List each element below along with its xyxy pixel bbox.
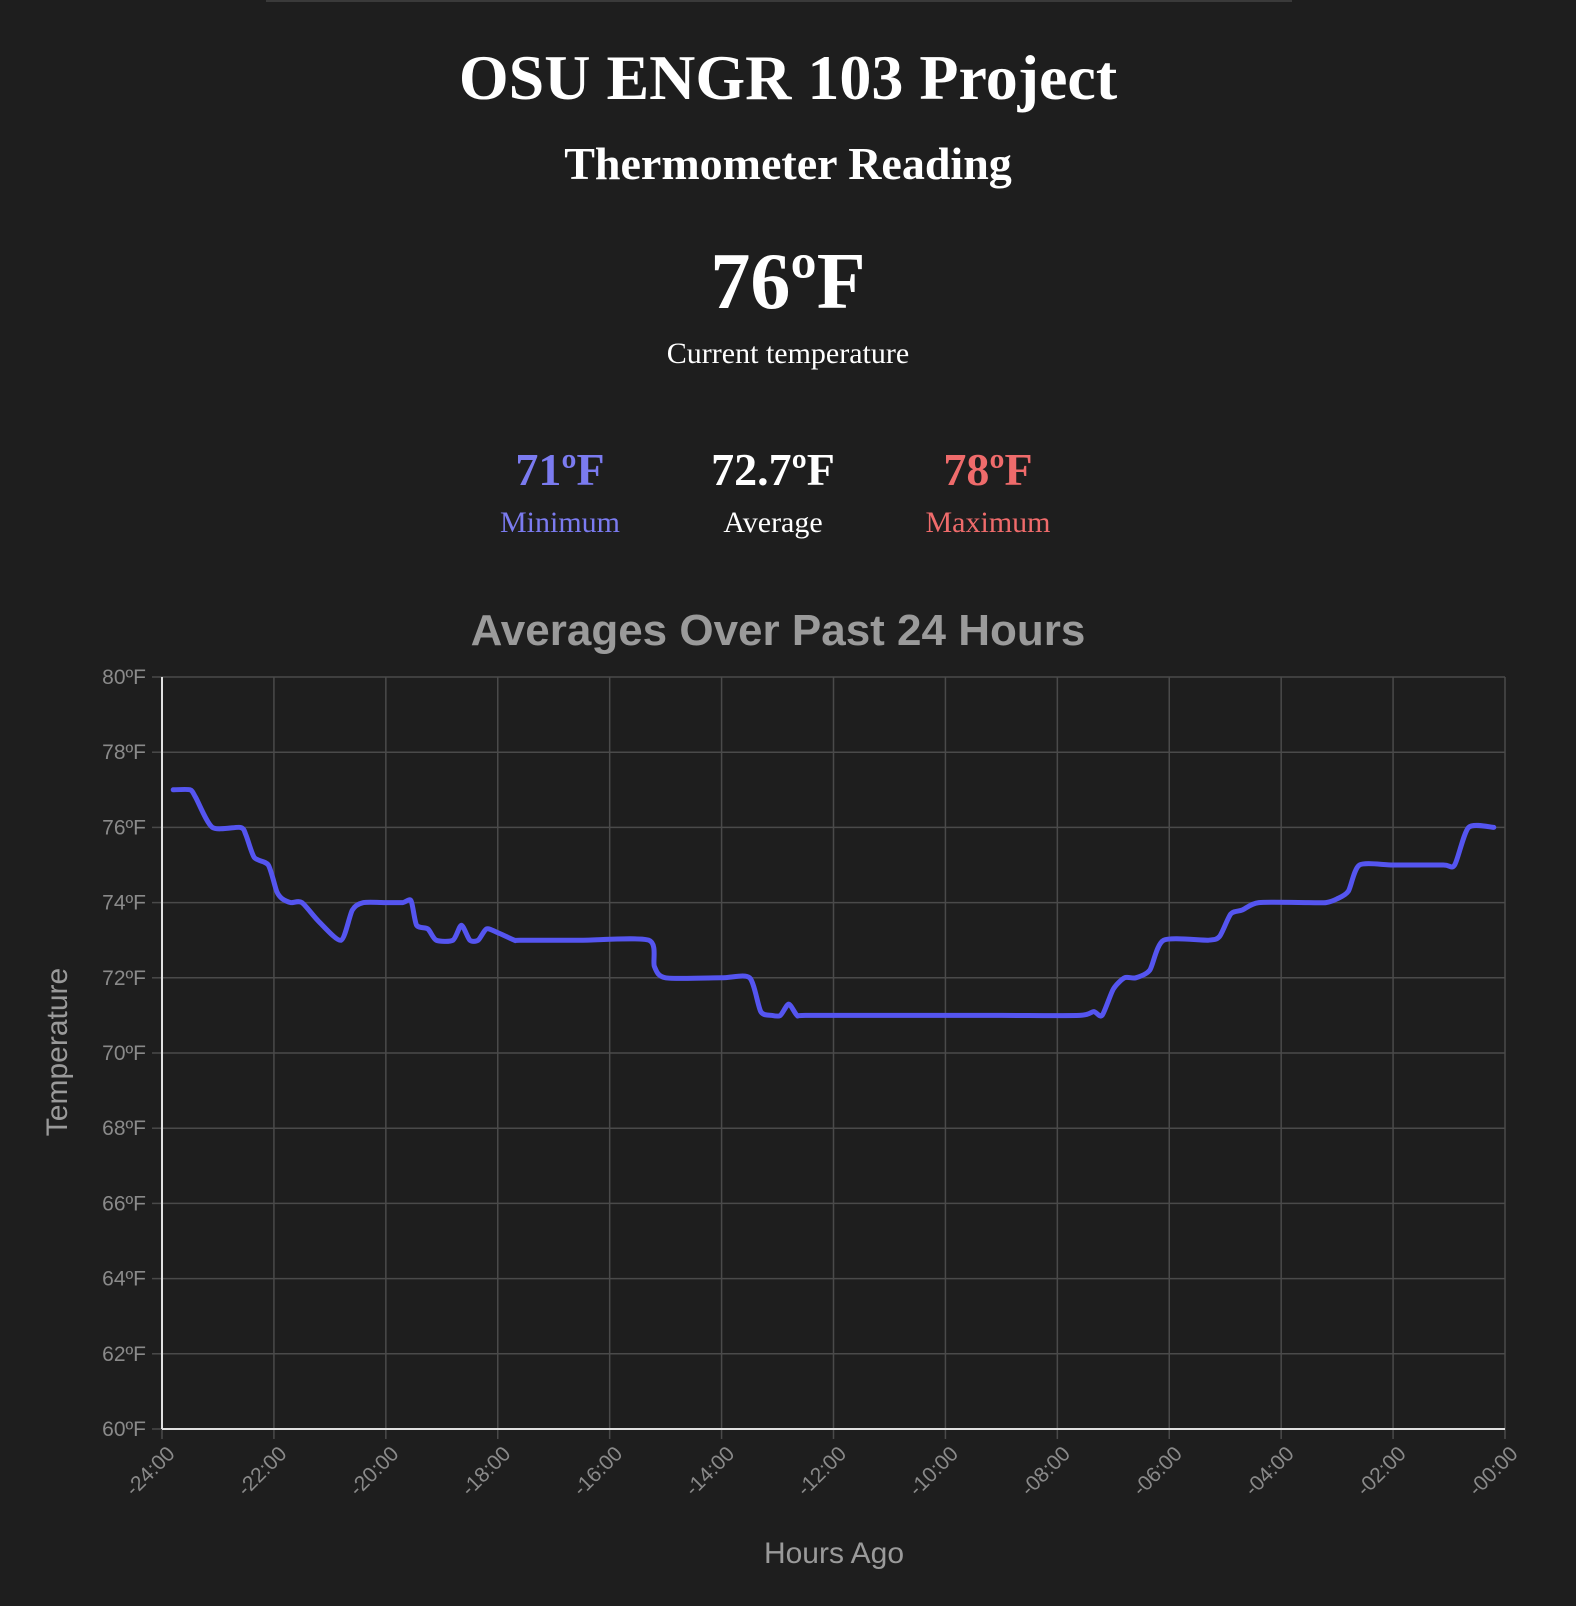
- stat-average: 72.7ºF Average: [643, 440, 903, 546]
- stat-minimum: 71ºF Minimum: [430, 440, 690, 546]
- y-tick-label: 60ºF: [102, 1418, 146, 1441]
- x-axis-title: Hours Ago: [764, 1537, 904, 1570]
- y-tick-label: 74ºF: [102, 892, 146, 915]
- x-tick-label: -10:00: [905, 1442, 963, 1500]
- average-label: Average: [723, 506, 823, 539]
- maximum-value: 78ºF: [943, 444, 1033, 495]
- x-tick-label: -18:00: [457, 1442, 515, 1500]
- x-tick-label: -02:00: [1352, 1442, 1410, 1500]
- current-temperature-value: 76ºF: [710, 238, 866, 326]
- x-tick-label: -06:00: [1128, 1442, 1186, 1500]
- page-title: OSU ENGR 103 Project: [458, 42, 1118, 113]
- x-tick-label: -14:00: [681, 1442, 739, 1500]
- y-tick-label: 78ºF: [102, 741, 146, 764]
- page-subtitle: Thermometer Reading: [564, 138, 1012, 189]
- chart-title: Averages Over Past 24 Hours: [471, 606, 1086, 655]
- x-tick-label: -00:00: [1464, 1442, 1522, 1500]
- y-axis-title: Temperature: [41, 968, 74, 1136]
- y-tick-label: 66ºF: [102, 1192, 146, 1215]
- stat-maximum: 78ºF Maximum: [858, 440, 1118, 546]
- x-tick-label: -24:00: [121, 1442, 179, 1500]
- x-tick-label: -16:00: [569, 1442, 627, 1500]
- y-tick-label: 80ºF: [102, 666, 146, 689]
- y-tick-label: 64ºF: [102, 1268, 146, 1291]
- current-temperature-label: Current temperature: [666, 337, 910, 370]
- x-tick-label: -22:00: [233, 1442, 291, 1500]
- y-tick-label: 62ºF: [102, 1343, 146, 1366]
- series-layer: [170, 786, 1497, 1019]
- y-tick-label: 70ºF: [102, 1042, 146, 1065]
- maximum-label: Maximum: [925, 506, 1051, 539]
- average-value: 72.7ºF: [711, 444, 835, 495]
- x-tick-label: -08:00: [1016, 1442, 1074, 1500]
- y-tick-label: 76ºF: [102, 816, 146, 839]
- grid-lines: [161, 676, 1506, 1430]
- minimum-label: Minimum: [499, 506, 620, 539]
- x-tick-label: -04:00: [1240, 1442, 1298, 1500]
- tick-labels: -24:00 -22:00 -20:00 -18:00 -16:00 -14:00 -12:…: [102, 666, 1522, 1501]
- y-tick-label: 72ºF: [102, 967, 146, 990]
- x-tick-label: -12:00: [793, 1442, 851, 1500]
- x-tick-label: -20:00: [345, 1442, 403, 1500]
- temperature-series-line: [170, 786, 1497, 1019]
- top-border: [266, 0, 1292, 2]
- minimum-value: 71ºF: [515, 444, 605, 495]
- axes: [152, 676, 1506, 1439]
- y-tick-label: 68ºF: [102, 1117, 146, 1140]
